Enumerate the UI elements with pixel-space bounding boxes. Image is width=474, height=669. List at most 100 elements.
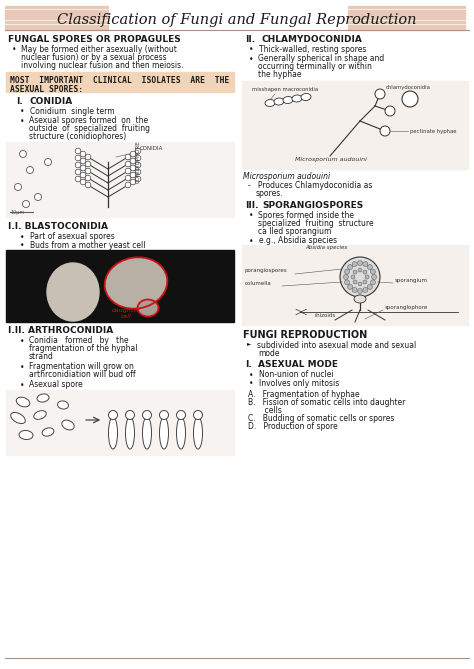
Circle shape [80, 158, 86, 164]
Circle shape [75, 162, 81, 168]
FancyBboxPatch shape [242, 81, 468, 169]
Text: spores.: spores. [256, 189, 283, 198]
Ellipse shape [11, 412, 25, 423]
Ellipse shape [159, 417, 168, 449]
Ellipse shape [176, 417, 185, 449]
Circle shape [22, 201, 29, 207]
Text: A.   Fragmentation of hyphae: A. Fragmentation of hyphae [248, 390, 360, 399]
Text: •: • [20, 242, 25, 250]
Circle shape [19, 151, 27, 157]
Circle shape [80, 151, 86, 157]
Circle shape [130, 158, 136, 164]
Circle shape [159, 411, 168, 419]
Ellipse shape [57, 401, 68, 409]
Text: rhizoids: rhizoids [315, 313, 336, 318]
Text: B.   Fission of somatic cells into daughter: B. Fission of somatic cells into daughte… [248, 398, 405, 407]
Circle shape [372, 274, 376, 280]
Text: I.: I. [16, 97, 23, 106]
Circle shape [85, 161, 91, 167]
Text: mode: mode [258, 349, 280, 358]
Circle shape [125, 154, 131, 160]
Circle shape [75, 169, 81, 175]
Text: e.g., Absidia species: e.g., Absidia species [259, 236, 337, 245]
Ellipse shape [19, 430, 33, 440]
FancyBboxPatch shape [348, 6, 465, 8]
Text: •: • [249, 237, 254, 246]
Circle shape [80, 172, 86, 178]
FancyBboxPatch shape [5, 21, 108, 23]
Circle shape [80, 165, 86, 171]
Text: Involves only mitosis: Involves only mitosis [259, 379, 339, 388]
Text: •: • [249, 54, 254, 64]
Text: •: • [20, 363, 25, 371]
Circle shape [340, 257, 380, 297]
Circle shape [371, 269, 375, 274]
Circle shape [35, 193, 42, 201]
FancyBboxPatch shape [6, 72, 234, 92]
Text: May be formed either asexually (without: May be formed either asexually (without [21, 45, 177, 54]
Circle shape [85, 168, 91, 174]
Text: D.   Production of spore: D. Production of spore [248, 422, 338, 431]
Text: Conidium  single term: Conidium single term [30, 107, 115, 116]
Circle shape [75, 155, 81, 161]
Ellipse shape [283, 96, 293, 104]
Circle shape [347, 265, 353, 270]
Circle shape [85, 175, 91, 181]
Circle shape [130, 179, 136, 185]
Circle shape [363, 288, 368, 292]
Text: SPORANGIOSPORES: SPORANGIOSPORES [262, 201, 363, 210]
Ellipse shape [62, 420, 74, 430]
Text: I.I. BLASTOCONIDIA: I.I. BLASTOCONIDIA [8, 222, 108, 231]
Circle shape [363, 280, 367, 284]
Circle shape [135, 169, 141, 175]
Circle shape [358, 268, 362, 272]
Circle shape [143, 411, 152, 419]
Text: ►: ► [247, 341, 251, 347]
Text: porangiospores: porangiospores [245, 268, 288, 273]
Circle shape [345, 280, 349, 285]
Circle shape [402, 91, 418, 107]
FancyBboxPatch shape [348, 17, 465, 19]
Text: •: • [12, 45, 17, 54]
Text: Generally spherical in shape and: Generally spherical in shape and [258, 54, 384, 63]
Ellipse shape [138, 300, 158, 316]
Text: columella: columella [245, 281, 272, 286]
Circle shape [347, 284, 353, 290]
Text: Spores formed inside the: Spores formed inside the [258, 211, 354, 220]
Text: II.: II. [245, 35, 255, 44]
Text: •: • [249, 379, 254, 389]
Ellipse shape [193, 417, 202, 449]
FancyBboxPatch shape [5, 6, 108, 8]
FancyBboxPatch shape [5, 9, 108, 12]
Ellipse shape [47, 263, 99, 321]
Text: ASEXUAL MODE: ASEXUAL MODE [258, 360, 338, 369]
Text: pectinate hyphae: pectinate hyphae [410, 129, 456, 134]
Text: ASEXUAL SPORES:: ASEXUAL SPORES: [10, 85, 83, 94]
Circle shape [125, 175, 131, 181]
Circle shape [363, 262, 368, 266]
Circle shape [45, 159, 52, 165]
Circle shape [130, 165, 136, 171]
Text: daughter: daughter [111, 308, 140, 313]
Ellipse shape [37, 394, 49, 402]
Ellipse shape [34, 411, 46, 419]
Text: Microsporium audouini: Microsporium audouini [295, 157, 367, 162]
Text: •: • [20, 233, 25, 242]
FancyBboxPatch shape [348, 25, 465, 27]
Text: CONIDIA: CONIDIA [140, 146, 164, 151]
Text: the hyphae: the hyphae [258, 70, 301, 79]
Text: Thick-walled, resting spores: Thick-walled, resting spores [259, 45, 366, 54]
Text: nuclear fusion) or by a sexual process: nuclear fusion) or by a sexual process [21, 53, 167, 62]
Circle shape [85, 154, 91, 160]
Circle shape [125, 168, 131, 174]
Text: •: • [249, 45, 254, 54]
Text: •: • [249, 211, 254, 221]
Circle shape [357, 260, 363, 266]
Text: CONIDIOPHORE: CONIDIOPHORE [136, 140, 141, 183]
Circle shape [352, 288, 357, 292]
Text: occurring terminally or within: occurring terminally or within [258, 62, 372, 71]
Ellipse shape [274, 98, 284, 105]
Text: ca lled sporangium: ca lled sporangium [258, 227, 331, 236]
Circle shape [351, 275, 355, 279]
Circle shape [344, 274, 348, 280]
